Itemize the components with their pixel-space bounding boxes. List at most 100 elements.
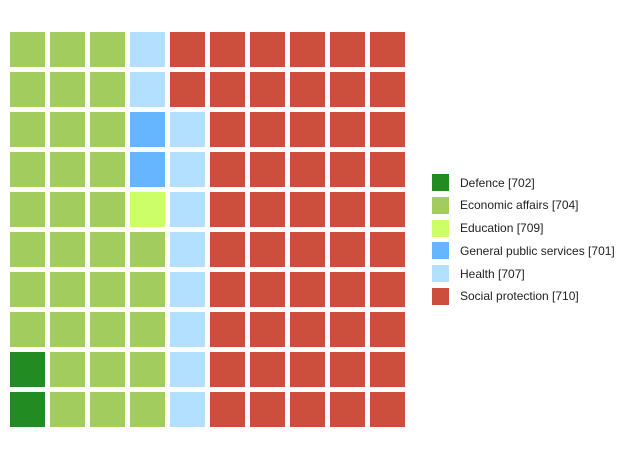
legend-label: Defence [702] bbox=[460, 175, 535, 190]
waffle-cell-education bbox=[130, 192, 165, 227]
waffle-cell-economic-affairs bbox=[50, 192, 85, 227]
waffle-cell-social-protection bbox=[330, 392, 365, 427]
legend-item: Education [709] bbox=[432, 219, 615, 237]
waffle-cell-economic-affairs bbox=[10, 272, 45, 307]
waffle-cell-social-protection bbox=[250, 352, 285, 387]
waffle-cell-economic-affairs bbox=[10, 152, 45, 187]
waffle-cell-social-protection bbox=[210, 112, 245, 147]
waffle-cell-economic-affairs bbox=[130, 312, 165, 347]
waffle-cell-economic-affairs bbox=[10, 192, 45, 227]
waffle-cell-social-protection bbox=[210, 392, 245, 427]
waffle-cell-social-protection bbox=[370, 72, 405, 107]
waffle-cell-social-protection bbox=[330, 72, 365, 107]
legend-item: Economic affairs [704] bbox=[432, 196, 615, 214]
legend-swatch bbox=[432, 196, 449, 214]
legend-item: Social protection [710] bbox=[432, 287, 615, 305]
waffle-cell-social-protection bbox=[250, 192, 285, 227]
legend-label: General public services [701] bbox=[460, 243, 615, 258]
waffle-cell-social-protection bbox=[250, 312, 285, 347]
waffle-cell-social-protection bbox=[210, 32, 245, 67]
waffle-cell-economic-affairs bbox=[130, 352, 165, 387]
waffle-chart bbox=[10, 32, 405, 427]
waffle-cell-economic-affairs bbox=[50, 352, 85, 387]
waffle-cell-economic-affairs bbox=[90, 192, 125, 227]
waffle-cell-social-protection bbox=[370, 112, 405, 147]
waffle-cell-economic-affairs bbox=[50, 112, 85, 147]
waffle-cell-health bbox=[170, 152, 205, 187]
waffle-cell-social-protection bbox=[290, 352, 325, 387]
legend-item: General public services [701] bbox=[432, 242, 615, 260]
waffle-cell-social-protection bbox=[210, 272, 245, 307]
waffle-cell-social-protection bbox=[290, 152, 325, 187]
waffle-cell-social-protection bbox=[290, 232, 325, 267]
waffle-cell-economic-affairs bbox=[90, 32, 125, 67]
legend-swatch bbox=[432, 219, 449, 237]
waffle-cell-defence bbox=[10, 392, 45, 427]
waffle-cell-economic-affairs bbox=[50, 232, 85, 267]
waffle-cell-economic-affairs bbox=[50, 72, 85, 107]
waffle-cell-general-public-services bbox=[130, 152, 165, 187]
waffle-cell-social-protection bbox=[290, 112, 325, 147]
waffle-cell-social-protection bbox=[250, 112, 285, 147]
waffle-cell-social-protection bbox=[330, 232, 365, 267]
waffle-cell-health bbox=[170, 192, 205, 227]
waffle-cell-economic-affairs bbox=[10, 232, 45, 267]
waffle-cell-social-protection bbox=[250, 32, 285, 67]
waffle-cell-economic-affairs bbox=[10, 312, 45, 347]
waffle-cell-general-public-services bbox=[130, 112, 165, 147]
legend-swatch bbox=[432, 242, 449, 260]
waffle-cell-economic-affairs bbox=[50, 312, 85, 347]
waffle-cell-social-protection bbox=[250, 392, 285, 427]
waffle-cell-social-protection bbox=[370, 32, 405, 67]
legend-label: Health [707] bbox=[460, 266, 525, 281]
legend-label: Economic affairs [704] bbox=[460, 198, 579, 213]
waffle-cell-social-protection bbox=[170, 32, 205, 67]
waffle-cell-social-protection bbox=[250, 232, 285, 267]
waffle-cell-social-protection bbox=[370, 272, 405, 307]
waffle-cell-health bbox=[130, 72, 165, 107]
waffle-cell-health bbox=[170, 392, 205, 427]
waffle-cell-economic-affairs bbox=[90, 352, 125, 387]
waffle-cell-health bbox=[170, 112, 205, 147]
legend-swatch bbox=[432, 174, 449, 191]
waffle-cell-social-protection bbox=[330, 312, 365, 347]
waffle-cell-social-protection bbox=[330, 112, 365, 147]
legend-swatch bbox=[432, 287, 449, 305]
waffle-cell-health bbox=[130, 32, 165, 67]
waffle-cell-health bbox=[170, 272, 205, 307]
waffle-cell-social-protection bbox=[290, 72, 325, 107]
waffle-cell-economic-affairs bbox=[90, 392, 125, 427]
waffle-cell-economic-affairs bbox=[50, 32, 85, 67]
waffle-cell-social-protection bbox=[370, 192, 405, 227]
waffle-cell-social-protection bbox=[250, 272, 285, 307]
waffle-cell-economic-affairs bbox=[90, 152, 125, 187]
waffle-cell-economic-affairs bbox=[10, 112, 45, 147]
waffle-cell-social-protection bbox=[210, 72, 245, 107]
waffle-cell-social-protection bbox=[370, 152, 405, 187]
waffle-cell-economic-affairs bbox=[90, 112, 125, 147]
waffle-cell-economic-affairs bbox=[10, 32, 45, 67]
waffle-cell-social-protection bbox=[330, 32, 365, 67]
waffle-cell-social-protection bbox=[250, 72, 285, 107]
waffle-cell-social-protection bbox=[330, 152, 365, 187]
waffle-cell-social-protection bbox=[370, 392, 405, 427]
waffle-cell-social-protection bbox=[210, 352, 245, 387]
waffle-cell-economic-affairs bbox=[50, 272, 85, 307]
waffle-cell-economic-affairs bbox=[130, 392, 165, 427]
waffle-cell-economic-affairs bbox=[10, 72, 45, 107]
waffle-cell-social-protection bbox=[370, 232, 405, 267]
waffle-cell-defence bbox=[10, 352, 45, 387]
waffle-cell-social-protection bbox=[330, 192, 365, 227]
waffle-cell-social-protection bbox=[290, 272, 325, 307]
waffle-cell-economic-affairs bbox=[90, 312, 125, 347]
waffle-cell-economic-affairs bbox=[50, 392, 85, 427]
waffle-cell-social-protection bbox=[250, 152, 285, 187]
legend-swatch bbox=[432, 265, 449, 283]
chart-legend: Defence [702] Economic affairs [704] Educa… bbox=[432, 174, 615, 311]
waffle-cell-social-protection bbox=[170, 72, 205, 107]
waffle-cell-health bbox=[170, 232, 205, 267]
waffle-cell-social-protection bbox=[290, 312, 325, 347]
legend-item: Defence [702] bbox=[432, 174, 615, 191]
waffle-cell-economic-affairs bbox=[90, 232, 125, 267]
waffle-cell-social-protection bbox=[290, 392, 325, 427]
